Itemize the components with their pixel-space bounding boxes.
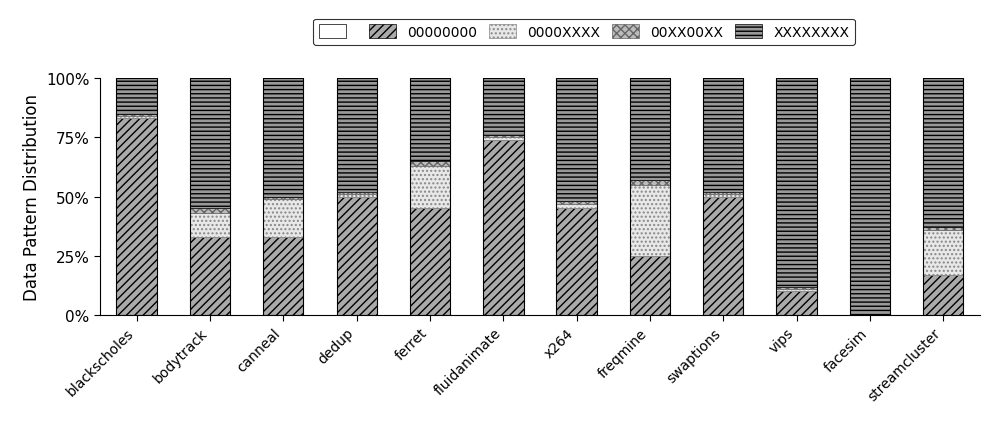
Bar (556, 202, 597, 204)
Bar (116, 114, 157, 117)
Bar (190, 79, 230, 315)
Bar (336, 79, 377, 315)
Bar (776, 79, 817, 315)
Bar (703, 79, 743, 192)
Bar (410, 79, 450, 315)
Bar (703, 195, 743, 197)
Y-axis label: Data Pattern Distribution: Data Pattern Distribution (23, 94, 41, 300)
Bar (923, 275, 963, 315)
Bar (556, 79, 597, 315)
Bar (923, 79, 963, 315)
Bar (703, 197, 743, 315)
Bar (630, 79, 670, 315)
Bar (336, 197, 377, 315)
Bar (630, 185, 670, 256)
Bar (483, 79, 524, 136)
Legend: , 00000000, 0000XXXX, 00XX00XX, XXXXXXXX: , 00000000, 0000XXXX, 00XX00XX, XXXXXXXX (313, 20, 855, 46)
Bar (190, 209, 230, 214)
Bar (410, 166, 450, 209)
Bar (410, 209, 450, 315)
Bar (483, 138, 524, 140)
Bar (703, 192, 743, 195)
Bar (336, 195, 377, 197)
Bar (483, 79, 524, 315)
Bar (116, 117, 157, 119)
Bar (116, 79, 157, 114)
Bar (410, 162, 450, 166)
Bar (630, 180, 670, 185)
Bar (483, 140, 524, 315)
Bar (263, 199, 303, 237)
Bar (630, 256, 670, 315)
Bar (776, 287, 817, 290)
Bar (776, 290, 817, 292)
Bar (116, 79, 157, 315)
Bar (776, 79, 817, 287)
Bar (923, 228, 963, 230)
Bar (190, 237, 230, 315)
Bar (336, 192, 377, 195)
Bar (483, 136, 524, 138)
Bar (263, 197, 303, 199)
Bar (923, 79, 963, 228)
Bar (556, 209, 597, 315)
Bar (703, 79, 743, 315)
Bar (190, 79, 230, 209)
Bar (410, 79, 450, 162)
Bar (263, 79, 303, 197)
Bar (923, 230, 963, 275)
Bar (556, 204, 597, 209)
Bar (190, 214, 230, 237)
Bar (336, 79, 377, 192)
Bar (116, 119, 157, 315)
Bar (850, 79, 890, 315)
Bar (776, 292, 817, 315)
Bar (263, 237, 303, 315)
Bar (263, 79, 303, 315)
Bar (556, 79, 597, 202)
Bar (630, 79, 670, 180)
Bar (850, 79, 890, 315)
